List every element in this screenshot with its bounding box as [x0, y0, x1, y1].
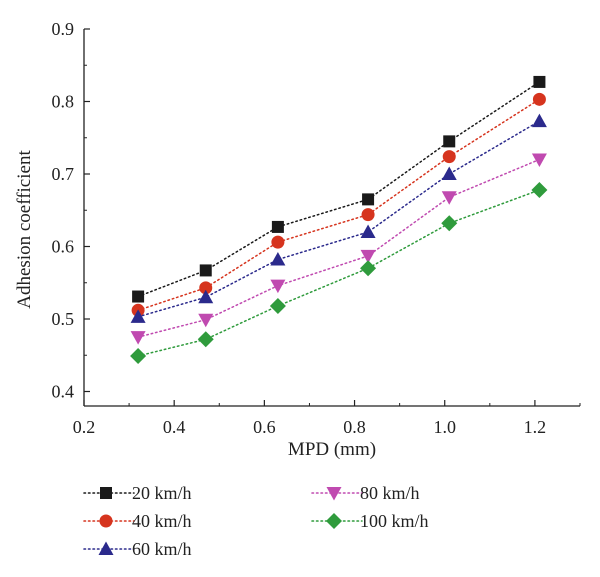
y-tick-label: 0.4: [52, 382, 75, 402]
series-line: [137, 158, 541, 338]
x-tick-label: 1.0: [433, 417, 456, 437]
data-point: [270, 279, 286, 294]
data-point: [199, 281, 213, 295]
x-tick-label: 0.8: [343, 417, 366, 437]
legend-label: 40 km/h: [132, 511, 192, 531]
plot-frame: [83, 29, 580, 407]
y-axis-title: Adhesion coefficient: [14, 150, 35, 309]
data-point: [442, 150, 456, 164]
legend-item: 80 km/h: [311, 483, 420, 503]
data-point: [198, 313, 214, 328]
data-point: [531, 113, 547, 128]
data-point: [362, 193, 375, 206]
legend-item: 60 km/h: [83, 539, 192, 559]
y-tick-label: 0.5: [52, 309, 75, 329]
series-4: [130, 153, 547, 345]
y-axis: 0.4 0.5 0.6 0.7 0.8 0.9: [52, 19, 90, 402]
legend-label: 80 km/h: [360, 483, 420, 503]
legend-item: 40 km/h: [83, 511, 192, 531]
x-tick-label: 0.4: [163, 417, 186, 437]
data-point: [130, 331, 146, 345]
data-point: [360, 260, 377, 277]
legend-label: 100 km/h: [360, 511, 429, 531]
legend-marker: [100, 487, 112, 499]
series-2: [131, 92, 546, 317]
data-point: [269, 297, 286, 314]
data-point: [130, 347, 147, 364]
series-3: [130, 113, 547, 323]
legend-label: 20 km/h: [132, 483, 192, 503]
x-axis-title: MPD (mm): [288, 439, 376, 460]
data-point: [360, 249, 376, 264]
legend-marker: [326, 487, 342, 501]
series-5: [130, 181, 548, 364]
data-point: [271, 220, 284, 233]
data-point: [532, 92, 546, 106]
y-tick-label: 0.6: [52, 237, 75, 257]
x-tick-label: 0.2: [73, 417, 96, 437]
series-line: [137, 120, 541, 318]
data-point: [198, 289, 214, 304]
y-tick-label: 0.7: [52, 164, 75, 184]
x-axis: 0.2 0.4 0.6 0.8 1.0 1.2: [73, 400, 581, 437]
series-line: [137, 98, 541, 312]
legend-item: 20 km/h: [83, 483, 192, 503]
y-tick-label: 0.8: [52, 92, 75, 112]
data-point: [271, 235, 285, 249]
data-point: [531, 153, 547, 167]
legend-marker: [326, 513, 342, 529]
data-point: [533, 75, 546, 88]
data-point: [361, 208, 375, 222]
legend-label: 60 km/h: [132, 539, 192, 559]
data-point: [270, 252, 286, 266]
x-tick-label: 1.2: [524, 417, 547, 437]
series-1: [132, 75, 546, 303]
legend-item: 100 km/h: [311, 511, 429, 531]
data-point: [531, 181, 548, 198]
data-point: [130, 309, 146, 323]
legend-marker: [99, 514, 113, 528]
y-tick-label: 0.9: [52, 19, 75, 39]
data-point: [132, 290, 145, 303]
series-line: [137, 189, 541, 357]
data-point: [199, 264, 212, 277]
data-point: [441, 215, 458, 232]
legend: 20 km/h 40 km/h 60 km/h 80 km/h 100 km/h: [83, 483, 429, 559]
data-point: [441, 166, 457, 180]
data-point: [441, 191, 457, 205]
data-point: [360, 224, 376, 238]
series-line: [137, 81, 541, 298]
data-point: [443, 135, 456, 148]
x-tick-label: 0.6: [253, 417, 276, 437]
data-point: [197, 331, 214, 348]
series-layer: [130, 75, 548, 364]
legend-marker: [98, 541, 114, 555]
